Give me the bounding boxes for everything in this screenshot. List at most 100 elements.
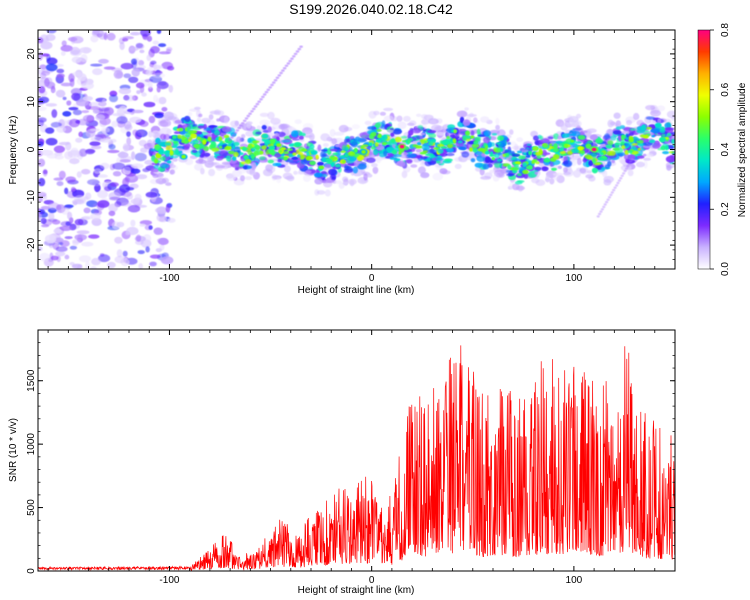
spectrogram-blob (147, 81, 153, 89)
spectrogram-blob (454, 163, 462, 170)
spectrogram-blob (128, 76, 139, 84)
spectrogram-blob (117, 151, 129, 159)
spectrogram-blob (496, 158, 503, 162)
spectrogram-blob (76, 171, 82, 178)
spectrogram-blob (130, 168, 141, 174)
spectrogram-blob (374, 122, 381, 129)
spectrogram-blob (125, 231, 130, 236)
spectrogram-blob (605, 145, 612, 149)
spectrogram-blob (85, 129, 96, 138)
spectrogram-blob (165, 145, 173, 151)
spectrogram-blob (517, 184, 524, 192)
spectrogram-blob (136, 90, 141, 95)
spectrogram-blob (404, 159, 413, 164)
spectrogram-blob (306, 151, 310, 157)
spectrogram-blob (462, 119, 471, 126)
spectrogram-blob (510, 157, 517, 161)
spectrogram-blob (71, 92, 81, 101)
spectrogram-blob (633, 112, 640, 121)
spectrogram-blob (309, 133, 315, 141)
spectrogram-blob (409, 127, 414, 131)
spectrogram-blob (609, 193, 613, 197)
spectrogram-blob (600, 152, 604, 155)
spectrogram-blob (570, 139, 575, 143)
spectrogram-blob (293, 52, 298, 56)
spectrogram-blob (652, 143, 661, 149)
spectrogram-blob (156, 97, 167, 105)
spectrogram-blob (61, 40, 67, 47)
spectrogram-blob (295, 50, 300, 53)
spectrogram-blob (654, 122, 662, 128)
spectrogram-blob (415, 145, 423, 149)
spectrogram-blob (90, 212, 101, 221)
spectrogram-blob (50, 255, 59, 261)
spectrogram-blob (472, 147, 478, 153)
spectrogram-blob (62, 96, 67, 101)
spectrogram-blob (325, 158, 333, 164)
spectrogram-blob (335, 180, 342, 185)
spectrogram-blob (560, 123, 568, 131)
spectrogram-blob (111, 120, 119, 128)
y-tick-label: 1500 (26, 369, 37, 392)
spectrogram-blob (39, 64, 47, 70)
spectrogram-blob (364, 120, 372, 126)
spectrogram-blob (489, 129, 500, 135)
spectrogram-blob (284, 165, 291, 173)
spectrogram-blob (484, 156, 491, 163)
spectrogram-blob (280, 147, 287, 150)
spectrogram-blob (329, 128, 336, 137)
spectrogram-blob (507, 164, 512, 170)
spectrogram-blob (172, 157, 178, 162)
spectrogram-blob (483, 131, 489, 137)
spectrogram-blob (465, 130, 471, 136)
spectrogram-blob (302, 174, 311, 182)
spectrogram-blob (155, 178, 167, 185)
spectrogram-blob (298, 132, 306, 137)
spectrogram-blob (595, 138, 604, 144)
spectrogram-blob (44, 77, 50, 87)
spectrogram-blob (543, 157, 551, 163)
spectrogram-blob (55, 89, 66, 98)
spectrogram-blob (203, 152, 211, 157)
snr-xlabel: Height of straight line (km) (298, 585, 415, 596)
spectrogram-blob (154, 158, 159, 164)
spectrogram-blob (328, 168, 337, 176)
spectrogram-blob (62, 111, 72, 117)
spectrogram-blob (392, 128, 403, 135)
spectrogram-blob (368, 142, 373, 147)
spectrogram-blob (38, 191, 47, 198)
spectrogram-blob (645, 153, 654, 158)
spectrogram-blob (264, 90, 269, 94)
spectrogram-blob (276, 177, 281, 184)
spectrogram-blob (40, 41, 53, 50)
spectrogram-blob (357, 155, 363, 162)
spectrogram-blob (92, 68, 103, 76)
spectrogram-xlabel: Height of straight line (km) (298, 285, 415, 296)
spectrogram-blob (635, 161, 645, 168)
spectrogram-blob (97, 190, 108, 199)
spectrogram-blob (322, 179, 330, 184)
spectrogram-blob (612, 188, 616, 192)
spectrogram-blob (215, 165, 226, 169)
spectrogram-blob (152, 40, 159, 45)
spectrogram-blob (599, 210, 603, 213)
spectrogram-blob (288, 59, 293, 63)
spectrogram-blob (664, 145, 669, 151)
spectrogram-blob (38, 119, 44, 127)
spectrogram-blob (108, 203, 118, 213)
spectrogram-blob (427, 130, 437, 134)
spectrogram-blob (153, 94, 159, 103)
spectrogram-blob (87, 179, 100, 186)
spectrogram-blob (394, 136, 402, 143)
spectrogram-blob (38, 212, 42, 222)
spectrogram-blob (596, 215, 600, 218)
spectrogram-blob (661, 133, 666, 138)
spectrogram-blob (506, 173, 515, 177)
spectrogram-blob (514, 161, 522, 165)
spectrogram-blob (244, 159, 252, 164)
spectrogram-blob (161, 164, 170, 169)
spectrogram-blob (511, 167, 519, 171)
spectrogram-blob (135, 42, 144, 49)
